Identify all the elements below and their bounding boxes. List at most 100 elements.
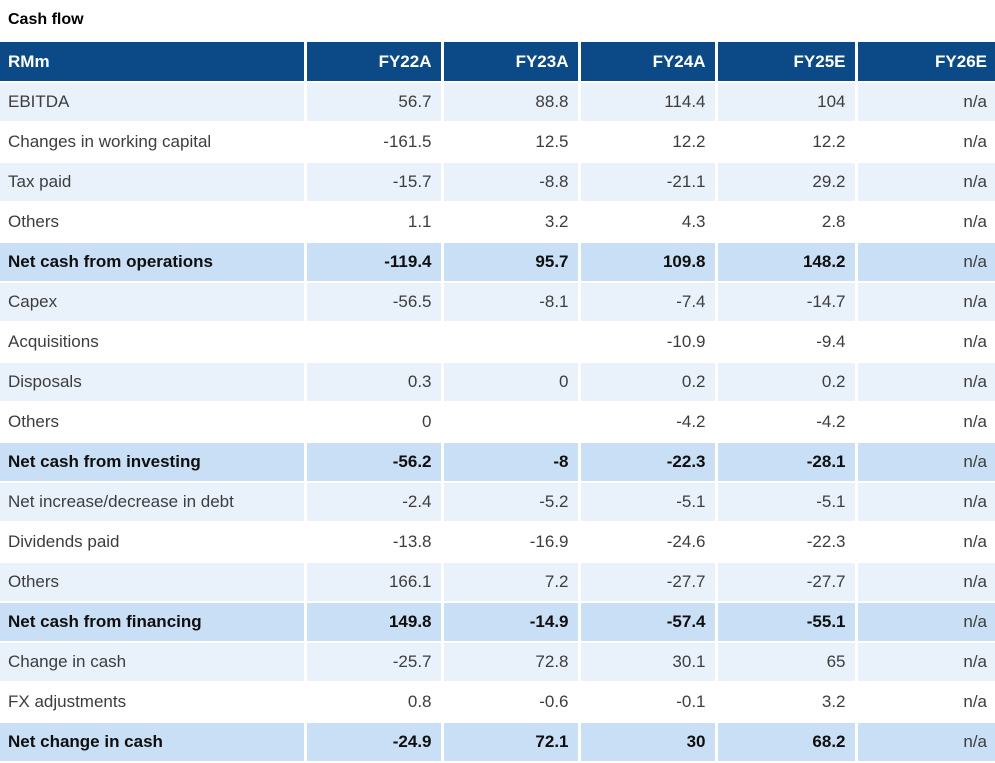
cell-value: -15.7 bbox=[303, 162, 442, 203]
cell-value: 12.2 bbox=[577, 122, 716, 163]
cell-value: 88.8 bbox=[440, 82, 579, 123]
cell-value: 3.2 bbox=[440, 202, 579, 243]
cell-value bbox=[440, 322, 579, 363]
row-label: FX adjustments bbox=[0, 682, 305, 723]
cell-value: n/a bbox=[854, 122, 995, 163]
table-row: Disposals 0.3 0 0.2 0.2 n/a bbox=[0, 362, 995, 403]
cell-value: 109.8 bbox=[577, 242, 716, 283]
col-header-fy25e: FY25E bbox=[714, 42, 856, 83]
cell-value: -9.4 bbox=[714, 322, 856, 363]
row-label: Others bbox=[0, 562, 305, 603]
cell-value: -14.7 bbox=[714, 282, 856, 323]
table-row: Acquisitions -10.9 -9.4 n/a bbox=[0, 322, 995, 363]
table-row: Others 1.1 3.2 4.3 2.8 n/a bbox=[0, 202, 995, 243]
cell-value: 104 bbox=[714, 82, 856, 123]
cell-value: n/a bbox=[854, 162, 995, 203]
cell-value: -24.6 bbox=[577, 522, 716, 563]
cell-value: -5.1 bbox=[714, 482, 856, 523]
cell-value bbox=[440, 402, 579, 443]
cell-value: 149.8 bbox=[303, 602, 442, 643]
cell-value: -2.4 bbox=[303, 482, 442, 523]
cell-value: 148.2 bbox=[714, 242, 856, 283]
row-label: Dividends paid bbox=[0, 522, 305, 563]
cell-value: -7.4 bbox=[577, 282, 716, 323]
table-row: Net increase/decrease in debt -2.4 -5.2 -5.… bbox=[0, 482, 995, 523]
row-label: Changes in working capital bbox=[0, 122, 305, 163]
cell-value: -56.5 bbox=[303, 282, 442, 323]
cell-value: 7.2 bbox=[440, 562, 579, 603]
cell-value: 114.4 bbox=[577, 82, 716, 123]
row-label: Others bbox=[0, 202, 305, 243]
row-label: Others bbox=[0, 402, 305, 443]
cash-flow-table: RMm FY22A FY23A FY24A FY25E FY26E EBITDA 56.7 8… bbox=[0, 42, 995, 763]
cell-value: n/a bbox=[854, 402, 995, 443]
cell-value: 4.3 bbox=[577, 202, 716, 243]
col-header-fy26e: FY26E bbox=[854, 42, 995, 83]
cell-value bbox=[303, 322, 442, 363]
table-row: Changes in working capital -161.5 12.5 12.2… bbox=[0, 122, 995, 163]
table-row: Tax paid -15.7 -8.8 -21.1 29.2 n/a bbox=[0, 162, 995, 203]
cell-value: n/a bbox=[854, 602, 995, 643]
cell-value: -14.9 bbox=[440, 602, 579, 643]
cell-value: 12.2 bbox=[714, 122, 856, 163]
cell-value: -0.1 bbox=[577, 682, 716, 723]
cell-value: n/a bbox=[854, 482, 995, 523]
cell-value: -10.9 bbox=[577, 322, 716, 363]
cell-value: n/a bbox=[854, 202, 995, 243]
cell-value: -27.7 bbox=[577, 562, 716, 603]
cell-value: -161.5 bbox=[303, 122, 442, 163]
row-label: Net cash from investing bbox=[0, 442, 305, 483]
row-label: Net increase/decrease in debt bbox=[0, 482, 305, 523]
table-row: Dividends paid -13.8 -16.9 -24.6 -22.3 n/a bbox=[0, 522, 995, 563]
cell-value: 0.2 bbox=[577, 362, 716, 403]
cell-value: 56.7 bbox=[303, 82, 442, 123]
col-header-fy23a: FY23A bbox=[440, 42, 579, 83]
cell-value: -119.4 bbox=[303, 242, 442, 283]
cell-value: n/a bbox=[854, 722, 995, 763]
col-header-unit: RMm bbox=[0, 42, 305, 83]
cell-value: 166.1 bbox=[303, 562, 442, 603]
row-label: Capex bbox=[0, 282, 305, 323]
table-row: Others 166.1 7.2 -27.7 -27.7 n/a bbox=[0, 562, 995, 603]
cell-value: 68.2 bbox=[714, 722, 856, 763]
cell-value: n/a bbox=[854, 362, 995, 403]
cell-value: -5.2 bbox=[440, 482, 579, 523]
cell-value: 72.1 bbox=[440, 722, 579, 763]
col-header-fy22a: FY22A bbox=[303, 42, 442, 83]
cell-value: -22.3 bbox=[714, 522, 856, 563]
cell-value: 95.7 bbox=[440, 242, 579, 283]
cell-value: n/a bbox=[854, 282, 995, 323]
row-label: Net cash from financing bbox=[0, 602, 305, 643]
cell-value: -57.4 bbox=[577, 602, 716, 643]
cell-value: -8.8 bbox=[440, 162, 579, 203]
cell-value: 72.8 bbox=[440, 642, 579, 683]
cell-value: n/a bbox=[854, 442, 995, 483]
table-row: EBITDA 56.7 88.8 114.4 104 n/a bbox=[0, 82, 995, 123]
row-label: Disposals bbox=[0, 362, 305, 403]
cell-value: 1.1 bbox=[303, 202, 442, 243]
row-label: Net change in cash bbox=[0, 722, 305, 763]
cell-value: 30 bbox=[577, 722, 716, 763]
cell-value: -4.2 bbox=[714, 402, 856, 443]
cell-value: 12.5 bbox=[440, 122, 579, 163]
table-row: FX adjustments 0.8 -0.6 -0.1 3.2 n/a bbox=[0, 682, 995, 723]
cell-value: n/a bbox=[854, 322, 995, 363]
cell-value: -22.3 bbox=[577, 442, 716, 483]
cell-value: 0 bbox=[440, 362, 579, 403]
cell-value: -27.7 bbox=[714, 562, 856, 603]
row-label: Tax paid bbox=[0, 162, 305, 203]
row-label: Net cash from operations bbox=[0, 242, 305, 283]
row-label: Change in cash bbox=[0, 642, 305, 683]
table-row: Change in cash -25.7 72.8 30.1 65 n/a bbox=[0, 642, 995, 683]
cell-value: -56.2 bbox=[303, 442, 442, 483]
cell-value: -4.2 bbox=[577, 402, 716, 443]
table-row: Net cash from financing 149.8 -14.9 -57.4 -5… bbox=[0, 602, 995, 643]
cell-value: 0 bbox=[303, 402, 442, 443]
cell-value: n/a bbox=[854, 562, 995, 603]
cell-value: 0.3 bbox=[303, 362, 442, 403]
cell-value: -28.1 bbox=[714, 442, 856, 483]
table-title: Cash flow bbox=[8, 11, 84, 28]
cell-value: -16.9 bbox=[440, 522, 579, 563]
cell-value: -55.1 bbox=[714, 602, 856, 643]
cell-value: 3.2 bbox=[714, 682, 856, 723]
